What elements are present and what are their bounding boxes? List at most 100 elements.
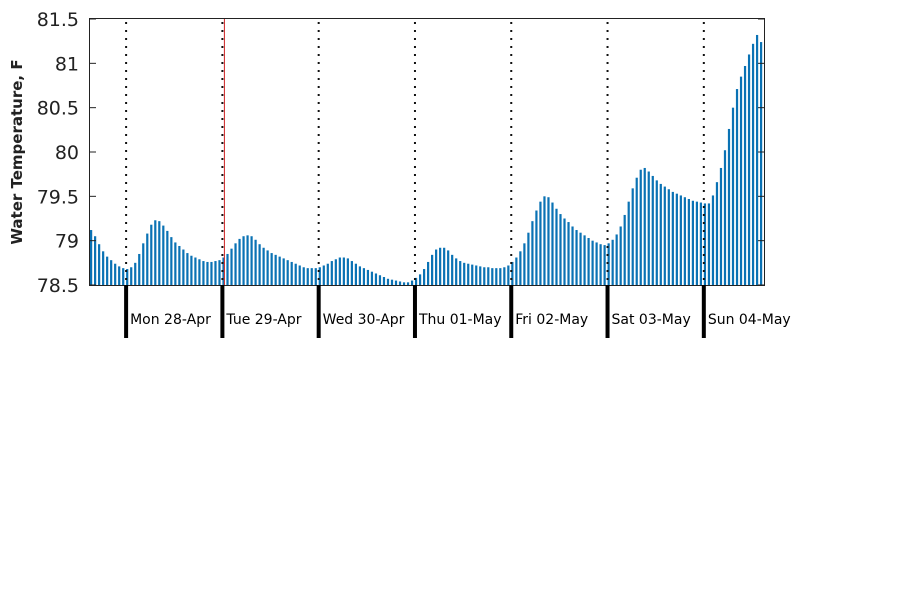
bar: [463, 262, 466, 285]
bar: [455, 258, 458, 285]
bar: [731, 107, 735, 285]
y-axis-label: Water Temperature, F: [8, 59, 26, 244]
bar: [102, 251, 105, 285]
bar: [723, 150, 727, 285]
bar: [370, 271, 374, 285]
bar: [94, 236, 97, 285]
bar: [751, 43, 755, 285]
y-tick-label: 78.5: [37, 275, 79, 297]
bar: [535, 210, 538, 285]
bar: [346, 258, 349, 285]
bar: [410, 280, 414, 285]
day-label: Sat 03-May: [612, 312, 691, 328]
bar: [142, 243, 145, 285]
bar: [338, 257, 341, 285]
bar: [422, 269, 426, 285]
bar: [563, 218, 566, 285]
bar: [435, 249, 438, 285]
bar: [691, 200, 694, 285]
bar: [258, 244, 261, 285]
bar: [298, 265, 301, 285]
bar: [106, 256, 109, 285]
bar: [451, 254, 454, 285]
day-label: Wed 30-Apr: [323, 312, 405, 328]
bar: [406, 282, 410, 285]
bar: [386, 278, 390, 285]
y-tick-label: 80.5: [37, 98, 79, 120]
bar: [543, 196, 546, 285]
bar: [483, 267, 486, 285]
bar: [246, 235, 249, 285]
bar: [114, 263, 117, 285]
bar: [447, 250, 450, 285]
bar: [519, 251, 522, 285]
bar: [507, 265, 510, 285]
bar: [439, 247, 442, 285]
y-tick-label: 79.5: [37, 186, 79, 208]
bar: [302, 267, 305, 285]
y-axis-ticks: 78.5 79 79.5 80 80.5 81 81.5: [37, 9, 764, 297]
bar: [695, 201, 699, 285]
bar: [310, 268, 313, 285]
bar: [631, 188, 634, 285]
bar: [330, 261, 333, 285]
bar: [314, 268, 317, 285]
bar: [254, 239, 257, 285]
bar: [687, 198, 690, 285]
bar: [571, 226, 574, 285]
bar: [362, 268, 366, 285]
bar: [138, 253, 141, 285]
bar: [627, 201, 630, 285]
day-label: Fri 02-May: [515, 312, 588, 328]
bar: [206, 261, 209, 285]
bar: [378, 275, 382, 285]
bar: [326, 263, 329, 285]
bar: [587, 238, 590, 285]
bar: [350, 261, 353, 285]
bar: [567, 222, 570, 285]
bar: [727, 128, 731, 285]
bar: [270, 253, 273, 285]
bar: [402, 282, 406, 285]
plot-frame: [89, 18, 765, 286]
bar: [491, 268, 494, 285]
bar: [282, 258, 285, 285]
bar: [675, 193, 678, 285]
bar: [318, 267, 321, 285]
bar: [495, 268, 498, 285]
bar: [118, 266, 121, 285]
bar: [126, 269, 129, 285]
y-tick-label: 79: [55, 231, 79, 253]
bar: [615, 234, 618, 285]
bar: [659, 183, 662, 285]
bar: [182, 249, 185, 285]
bar: [334, 259, 337, 285]
bar: [503, 267, 506, 285]
bar: [459, 261, 462, 285]
bar: [250, 236, 253, 285]
bar: [274, 254, 277, 285]
bar: [306, 268, 309, 285]
bar: [190, 255, 193, 285]
bar: [715, 182, 719, 285]
bar: [354, 263, 357, 285]
day-label: Sun 04-May: [708, 312, 791, 328]
bar: [294, 263, 297, 285]
bar: [623, 214, 626, 285]
bar: [322, 265, 325, 285]
bar: [146, 233, 149, 285]
bar: [214, 261, 217, 285]
bar: [431, 254, 434, 285]
bar: [699, 202, 703, 285]
bar: [523, 243, 526, 285]
bar: [427, 261, 430, 285]
bar: [467, 263, 470, 285]
bar: [671, 191, 674, 285]
bar: [647, 171, 650, 285]
bar: [186, 253, 189, 285]
bar: [511, 261, 514, 285]
bar: [398, 281, 402, 285]
bar: [170, 237, 173, 285]
bar: [591, 240, 594, 285]
